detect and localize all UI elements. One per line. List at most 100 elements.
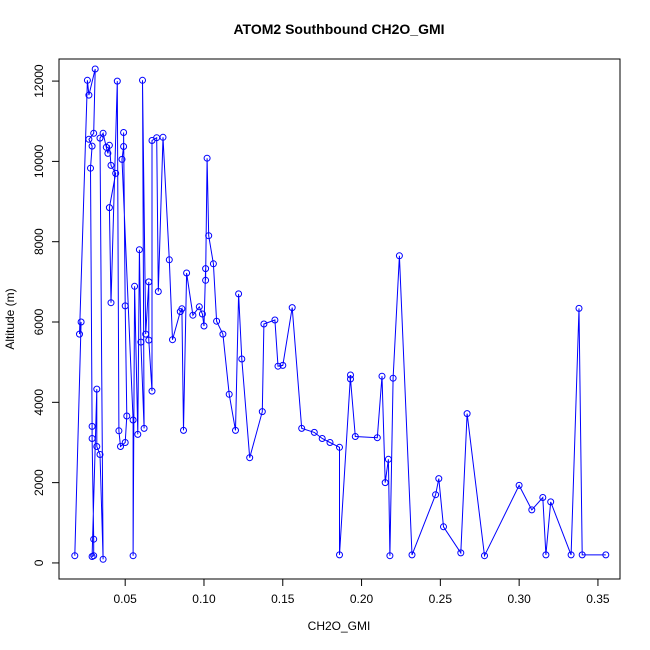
data-point: [88, 142, 96, 150]
data-point: [85, 91, 93, 99]
data-point: [238, 355, 246, 363]
x-tick-label: 0.05: [114, 592, 138, 606]
data-point: [83, 76, 91, 84]
data-point: [88, 422, 96, 430]
data-point: [202, 276, 210, 284]
data-point: [542, 551, 550, 559]
data-point: [288, 304, 296, 312]
data-point: [140, 424, 148, 432]
data-point: [318, 435, 326, 442]
x-tick-label: 0.25: [429, 592, 453, 606]
data-point: [260, 320, 268, 328]
data-point: [93, 443, 101, 450]
x-axis: 0.05 0.10 0.15 0.20 0.25 0.30 0.35: [114, 578, 610, 606]
data-point: [145, 278, 153, 286]
data-point: [602, 551, 610, 559]
y-axis-label: Altitude (m): [3, 288, 17, 349]
data-point: [219, 330, 227, 338]
data-point: [134, 430, 142, 438]
data-point: [271, 316, 279, 324]
data-point: [96, 451, 104, 458]
data-point: [87, 164, 94, 172]
data-point: [389, 374, 397, 382]
data-point: [104, 149, 112, 157]
data-point: [386, 552, 394, 560]
data-point: [481, 552, 488, 560]
data-point: [547, 498, 555, 506]
data-point: [120, 129, 128, 136]
data-point: [528, 506, 536, 514]
data-point: [213, 317, 221, 325]
data-point: [395, 252, 403, 260]
data-point: [120, 143, 128, 150]
data-point: [178, 305, 186, 313]
data-point: [351, 433, 359, 440]
data-point: [105, 141, 113, 149]
data-point: [129, 416, 137, 424]
data-point: [381, 479, 389, 487]
data-point: [159, 133, 167, 141]
data-point: [115, 427, 123, 435]
data-point: [137, 338, 145, 346]
data-point: [209, 260, 217, 268]
data-point: [93, 385, 101, 393]
x-tick-label: 0.20: [350, 592, 374, 606]
data-point: [578, 551, 586, 559]
data-point: [165, 256, 173, 264]
data-point: [76, 330, 83, 338]
data-point: [203, 154, 211, 162]
data-point: [463, 410, 471, 418]
data-point: [515, 481, 523, 489]
y-tick-label: 0: [32, 559, 46, 566]
data-point: [71, 552, 79, 560]
data-point: [121, 439, 129, 446]
data-point: [121, 302, 129, 310]
data-point: [200, 322, 208, 330]
data-point: [148, 387, 156, 395]
data-point: [77, 318, 85, 326]
data-point: [440, 523, 447, 531]
data-point: [326, 439, 334, 446]
data-point: [99, 129, 107, 137]
data-point: [225, 390, 233, 398]
x-tick-label: 0.10: [192, 592, 216, 606]
data-point: [139, 76, 146, 84]
data-point: [274, 362, 282, 370]
data-point: [567, 551, 575, 559]
data-point: [336, 551, 343, 559]
data-point: [91, 65, 99, 73]
y-tick-label: 8000: [32, 228, 46, 255]
data-point: [198, 310, 206, 318]
data-point: [88, 553, 96, 560]
data-point: [195, 303, 203, 311]
y-tick-label: 4000: [32, 389, 46, 416]
y-tick-label: 12000: [32, 64, 46, 98]
data-point: [135, 246, 143, 254]
data-point: [575, 304, 583, 312]
data-point: [118, 155, 126, 163]
data-point: [129, 552, 137, 560]
data-point: [117, 443, 124, 450]
data-point: [235, 290, 243, 298]
x-axis-label: CH2O_GMI: [308, 619, 371, 633]
data-point: [258, 408, 266, 416]
y-tick-label: 6000: [32, 308, 46, 335]
x-tick-label: 0.30: [507, 592, 531, 606]
data-point: [189, 311, 197, 319]
data-point: [183, 269, 191, 277]
data-point: [96, 134, 104, 142]
data-point: [131, 282, 139, 290]
data-point: [85, 135, 93, 143]
data-point: [347, 371, 354, 379]
data-point: [142, 330, 150, 338]
data-point: [246, 454, 254, 462]
data-point: [205, 232, 213, 240]
data-point: [347, 375, 354, 383]
x-tick-label: 0.15: [271, 592, 295, 606]
data-point: [123, 412, 131, 420]
data-point: [90, 535, 98, 543]
y-axis: 0 2000 4000 6000 8000 10000 12000: [32, 64, 60, 566]
data-point: [154, 288, 162, 295]
y-tick-label: 2000: [32, 469, 46, 496]
